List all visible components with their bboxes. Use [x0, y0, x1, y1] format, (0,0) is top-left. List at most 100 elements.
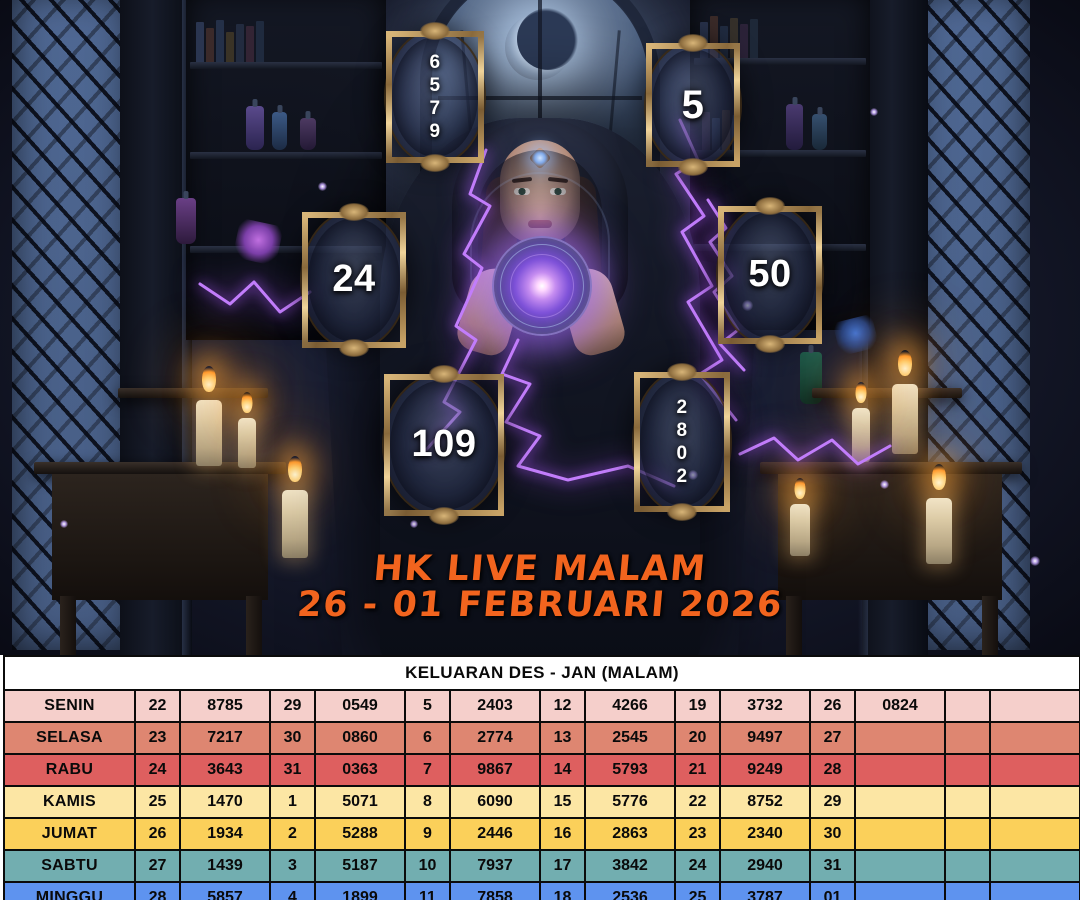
- result-cell: 5288: [314, 817, 406, 851]
- sparkle: [318, 182, 327, 191]
- oval-number-2: 5: [681, 83, 705, 127]
- result-cell: 0549: [314, 689, 406, 723]
- result-cell: 3787: [719, 881, 811, 900]
- lightning-bolt-icon: [198, 270, 312, 360]
- headline-line-1: HK LIVE MALAM: [371, 549, 709, 589]
- oval-frame-6[interactable]: 2 8 0 2: [634, 372, 730, 512]
- date-cell: 26: [134, 817, 181, 851]
- date-cell: 01: [809, 881, 856, 900]
- day-label: SENIN: [3, 689, 136, 723]
- oval-number-1: 6 5 7 9: [429, 51, 440, 144]
- table-title-row: KELUARAN DES - JAN (MALAM): [2, 655, 1080, 691]
- date-cell: 31: [269, 753, 316, 787]
- date-cell: 15: [539, 785, 586, 819]
- result-cell: 2863: [584, 817, 676, 851]
- side-shelf-left: [118, 388, 268, 398]
- result-cell: 1470: [179, 785, 271, 819]
- oval-frame-1[interactable]: 6 5 7 9: [386, 31, 484, 163]
- result-cell: [854, 881, 946, 900]
- table-row[interactable]: SABTU 27 1439 3 5187 10 7937 17 3842 24 2940 31: [3, 849, 1080, 883]
- date-cell: 20: [674, 721, 721, 755]
- day-label: SELASA: [3, 721, 136, 755]
- result-cell: 2403: [449, 689, 541, 723]
- candle: [282, 456, 308, 558]
- date-cell: 17: [539, 849, 586, 883]
- date-cell: 28: [809, 753, 856, 787]
- date-cell: 13: [539, 721, 586, 755]
- result-cell: [988, 785, 1080, 819]
- side-table-right-top: [760, 462, 1022, 474]
- date-cell: 25: [674, 881, 721, 900]
- oval-digit: 6: [429, 51, 441, 73]
- side-table-left-body: [52, 474, 268, 600]
- shelf-plank: [190, 152, 382, 159]
- headline-line-2: 26 - 01 FEBRUARI 2026: [295, 585, 785, 625]
- day-label: KAMIS: [3, 785, 136, 819]
- date-cell: [944, 881, 991, 900]
- result-cell: 2536: [584, 881, 676, 900]
- date-cell: 28: [134, 881, 181, 900]
- date-cell: 29: [269, 689, 316, 723]
- date-cell: 30: [269, 721, 316, 755]
- candle: [892, 350, 918, 454]
- result-cell: 7217: [179, 721, 271, 755]
- date-cell: [944, 817, 991, 851]
- date-cell: 14: [539, 753, 586, 787]
- result-cell: 2774: [449, 721, 541, 755]
- date-cell: 6: [404, 721, 451, 755]
- table-row[interactable]: MINGGU 28 5857 4 1899 11 7858 18 2536 25 3787 01: [3, 881, 1080, 900]
- oval-frame-5[interactable]: 109: [384, 374, 504, 516]
- date-cell: 19: [674, 689, 721, 723]
- oval-digit: 0: [676, 443, 688, 464]
- date-cell: 10: [404, 849, 451, 883]
- candle: [790, 478, 810, 556]
- date-cell: 12: [539, 689, 586, 723]
- candle: [926, 464, 952, 564]
- date-cell: [944, 785, 991, 819]
- date-cell: 11: [404, 881, 451, 900]
- table-row[interactable]: SELASA 23 7217 30 0860 6 2774 13 2545 20 9497 27: [3, 721, 1080, 755]
- table-row[interactable]: SENIN 22 8785 29 0549 5 2403 12 4266 19 3732 26 0824: [3, 689, 1080, 723]
- table-body: SENIN 22 8785 29 0549 5 2403 12 4266 19 3732 26 0824…: [3, 689, 1080, 900]
- sparkle: [870, 108, 878, 116]
- oval-frame-3[interactable]: 24: [302, 212, 406, 348]
- table-row[interactable]: KAMIS 25 1470 1 5071 8 6090 15 5776 22 8752 29: [3, 785, 1080, 819]
- oval-frame-4[interactable]: 50: [718, 206, 822, 344]
- sparkle: [880, 480, 889, 489]
- table-row[interactable]: JUMAT 26 1934 2 5288 9 2446 16 2863 23 2340 30: [3, 817, 1080, 851]
- result-cell: 9497: [719, 721, 811, 755]
- candle: [852, 382, 870, 462]
- result-cell: 8785: [179, 689, 271, 723]
- oval-frame-2[interactable]: 5: [646, 43, 740, 167]
- date-cell: 2: [269, 817, 316, 851]
- day-label: SABTU: [3, 849, 136, 883]
- date-cell: [944, 721, 991, 755]
- result-cell: 6090: [449, 785, 541, 819]
- shelf-plank: [190, 62, 382, 69]
- result-cell: 4266: [584, 689, 676, 723]
- date-cell: 7: [404, 753, 451, 787]
- date-cell: 25: [134, 785, 181, 819]
- side-shelf-right: [812, 388, 962, 398]
- result-cell: 9249: [719, 753, 811, 787]
- sparkle: [1030, 556, 1040, 566]
- result-cell: [988, 849, 1080, 883]
- oval-digit: 7: [429, 98, 441, 119]
- candle: [238, 392, 256, 468]
- date-cell: [944, 753, 991, 787]
- date-cell: 27: [809, 721, 856, 755]
- artwork-scene: 6 5 7 9 5 24 50 109 2 8 0 2: [0, 0, 1080, 660]
- table-leg: [786, 596, 802, 660]
- date-cell: 29: [809, 785, 856, 819]
- potion-bottle: [786, 104, 803, 150]
- date-cell: 21: [674, 753, 721, 787]
- result-cell: 5071: [314, 785, 406, 819]
- shelf-plank: [190, 246, 382, 253]
- result-cell: [988, 753, 1080, 787]
- shelf-plank: [694, 150, 866, 157]
- table-row[interactable]: RABU 24 3643 31 0363 7 9867 14 5793 21 9249 28: [3, 753, 1080, 787]
- result-cell: 9867: [449, 753, 541, 787]
- result-cell: 0363: [314, 753, 406, 787]
- date-cell: 3: [269, 849, 316, 883]
